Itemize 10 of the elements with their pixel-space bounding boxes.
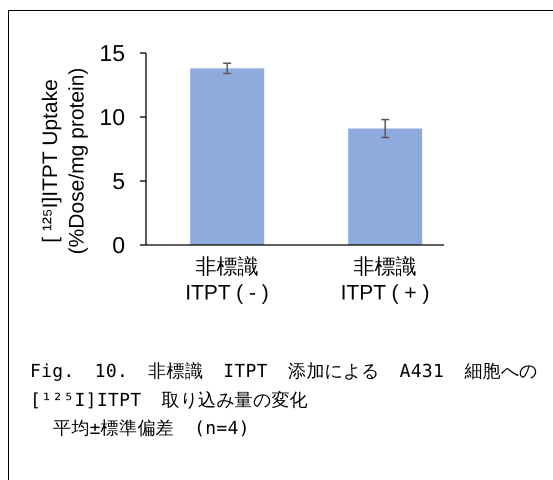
text: 平均±標準偏差 (n=4): [52, 417, 251, 441]
y-tick-label: 5: [112, 168, 125, 194]
y-axis-title: [ ¹²⁵I]ITPT Uptake (%Dose/mg protein): [38, 68, 88, 254]
y-tick-label: 15: [99, 40, 125, 66]
caption: Fig. 10. 非標識 ITPT 添加による A431 細胞への: [30, 360, 538, 384]
y-tick-label: 10: [99, 104, 125, 130]
text: [¹²⁵I]ITPT 取り込み量の変化: [30, 388, 309, 412]
x-tick-label: 非標識 ITPT ( - ): [185, 256, 269, 304]
y-tick-label: 0: [112, 232, 125, 258]
x-tick-label: 非標識 ITPT ( + ): [340, 256, 430, 304]
